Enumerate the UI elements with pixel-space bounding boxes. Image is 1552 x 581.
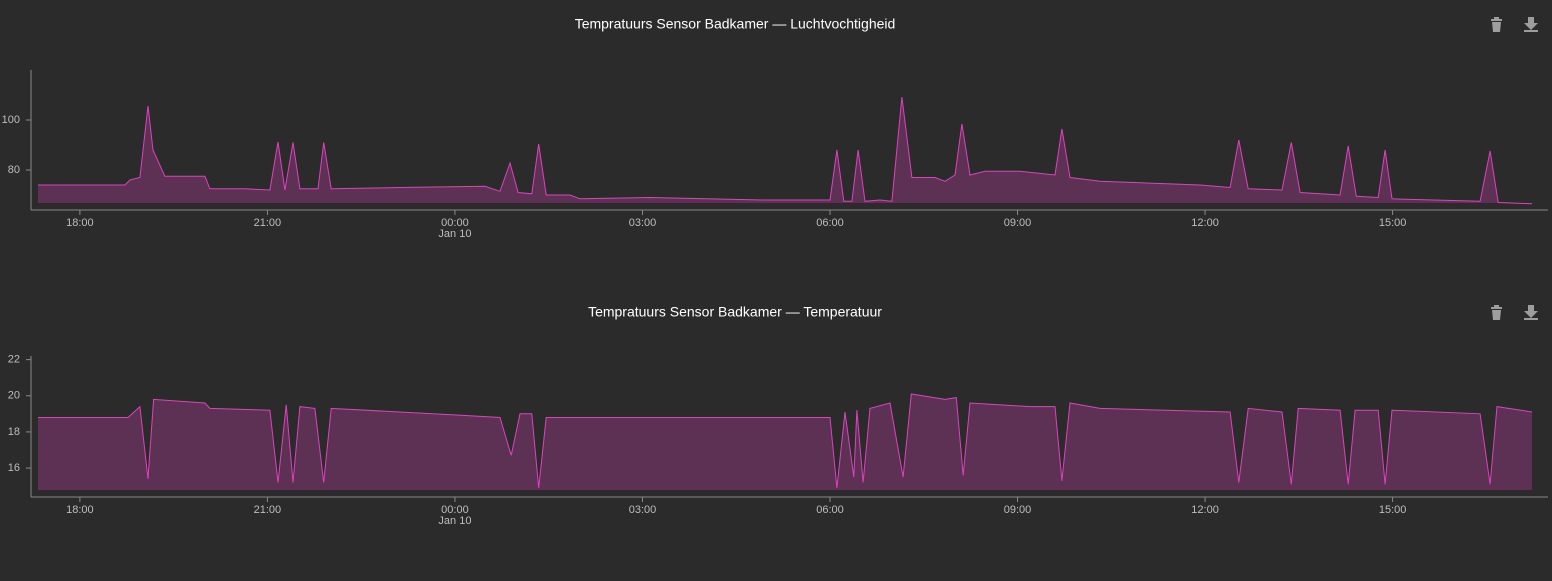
x-tick-label: 03:00 xyxy=(629,217,657,229)
x-tick-label: 21:00 xyxy=(254,217,282,229)
x-tick-label: 12:00 xyxy=(1191,217,1219,229)
y-tick-label: 20 xyxy=(8,390,20,402)
x-tick-label: 06:00 xyxy=(816,504,844,516)
y-tick-label: 100 xyxy=(2,114,20,126)
chart-title: Tempratuurs Sensor Badkamer — Luchtvocht… xyxy=(575,16,896,32)
y-tick-label: 16 xyxy=(8,462,20,474)
y-tick-label: 18 xyxy=(8,426,20,438)
download-icon[interactable] xyxy=(1524,305,1538,320)
line xyxy=(38,96,1533,205)
chart-title: Tempratuurs Sensor Badkamer — Temperatuu… xyxy=(588,304,882,320)
x-tick-label: 15:00 xyxy=(1379,217,1407,229)
y-tick-label: 80 xyxy=(8,164,20,176)
download-icon[interactable] xyxy=(1524,17,1538,32)
x-tick-label: 12:00 xyxy=(1191,504,1219,516)
area xyxy=(38,394,1532,490)
line xyxy=(38,393,1533,489)
delete-icon[interactable] xyxy=(1491,305,1502,320)
x-tick-label: 18:00 xyxy=(66,217,94,229)
x-tick-label: 00:00 Jan 10 xyxy=(438,504,471,527)
x-tick-label: 03:00 xyxy=(629,504,657,516)
x-tick-label: 00:00 Jan 10 xyxy=(438,217,471,240)
x-tick-label: 06:00 xyxy=(816,217,844,229)
x-tick-label: 15:00 xyxy=(1379,504,1407,516)
x-tick-label: 18:00 xyxy=(66,504,94,516)
area xyxy=(38,97,1532,204)
x-tick-label: 09:00 xyxy=(1004,504,1032,516)
x-tick-label: 09:00 xyxy=(1004,217,1032,229)
y-tick-label: 22 xyxy=(8,354,20,366)
x-tick-label: 21:00 xyxy=(254,504,282,516)
delete-icon[interactable] xyxy=(1491,17,1502,32)
